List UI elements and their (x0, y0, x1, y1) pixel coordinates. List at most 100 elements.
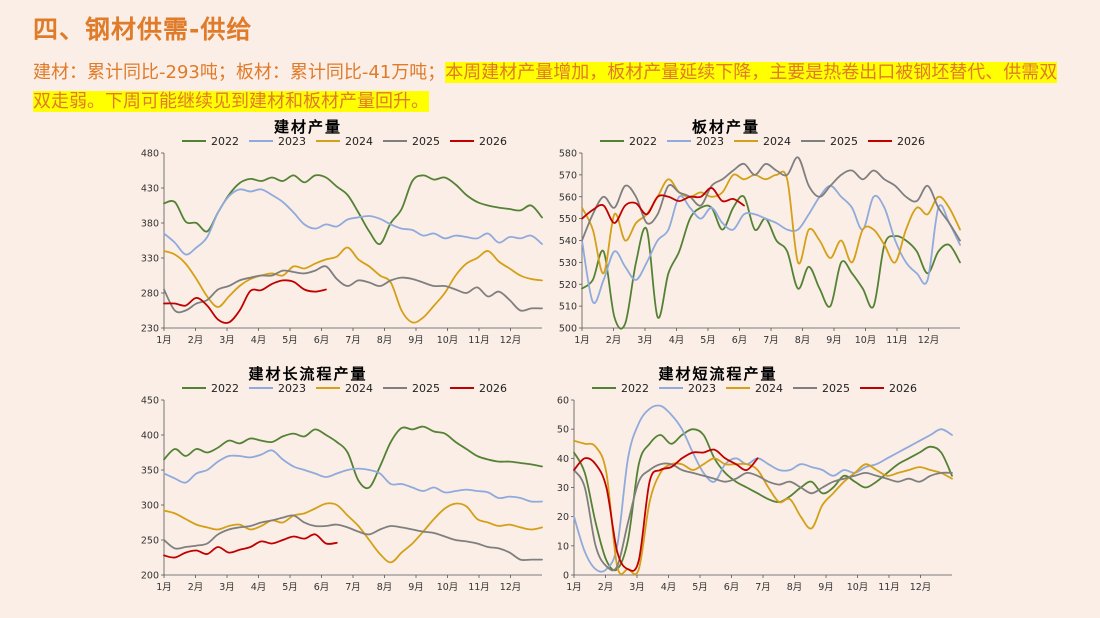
y-tick-label: 530 (559, 258, 577, 269)
y-tick-label: 280 (141, 289, 159, 300)
legend-label-2022: 2022 (621, 382, 649, 395)
chart-rebar-short-process-svg: 建材短流程产量 2022 2023 2024 2025 2026 0 10 20 30 40 50 60… (557, 365, 953, 593)
x-tick-label: 2月 (598, 582, 614, 593)
legend-label-2022: 2022 (211, 382, 239, 395)
x-tick-label: 3月 (219, 335, 235, 346)
x-tick-label: 4月 (251, 335, 267, 346)
x-tick-label: 2月 (606, 335, 622, 346)
y-tick-label: 350 (141, 466, 159, 477)
y-tick-label: 540 (559, 236, 577, 247)
x-tick-label: 10月 (847, 582, 869, 593)
x-tick-label: 7月 (763, 335, 779, 346)
x-tick-label: 3月 (219, 582, 235, 593)
x-tick-label: 9月 (408, 335, 424, 346)
x-tick-label: 5月 (282, 582, 298, 593)
y-tick-label: 430 (141, 184, 159, 195)
x-tick-label: 6月 (732, 335, 748, 346)
y-tick-label: 330 (141, 254, 159, 265)
y-tick-label: 200 (141, 571, 159, 582)
x-tick-label: 5月 (282, 335, 298, 346)
legend-label-2026: 2026 (479, 135, 507, 148)
series-line-2025 (163, 514, 543, 562)
chart-rebar-short-process: 建材短流程产量 2022 2023 2024 2025 2026 0 10 20 30 40 50 60… (540, 365, 970, 597)
series-line-2025 (581, 156, 961, 242)
page-title: 四、钢材供需-供给 (33, 15, 253, 44)
x-tick-label: 3月 (637, 335, 653, 346)
x-tick-label: 1月 (156, 335, 172, 346)
legend-label-2023: 2023 (278, 135, 306, 148)
x-tick-label: 4月 (251, 582, 267, 593)
chart-rebar-output: 建材产量 2022 2023 2024 2025 2026 230 280 330 380 430 4… (130, 118, 560, 350)
y-tick-label: 250 (141, 536, 159, 547)
chart-rebar-long-process: 建材长流程产量 2022 2023 2024 2025 2026 200 250 300 350 4… (130, 365, 560, 597)
chart-rebar-long-process-svg: 建材长流程产量 2022 2023 2024 2025 2026 200 250 300 350 4… (141, 365, 543, 593)
x-tick-label: 7月 (345, 335, 361, 346)
chart-title: 建材长流程产量 (248, 365, 367, 383)
x-tick-label: 8月 (377, 335, 393, 346)
x-tick-label: 2月 (188, 335, 204, 346)
y-tick-label: 380 (141, 219, 159, 230)
y-tick-label: 520 (559, 280, 577, 291)
x-tick-label: 12月 (500, 582, 522, 593)
y-tick-label: 560 (559, 192, 577, 203)
x-tick-label: 3月 (629, 582, 645, 593)
y-tick-label: 40 (557, 454, 569, 465)
y-tick-label: 580 (559, 149, 577, 160)
x-tick-label: 12月 (910, 582, 932, 593)
legend-label-2024: 2024 (345, 382, 373, 395)
series-line-2022 (581, 195, 961, 330)
y-tick-label: 300 (141, 501, 159, 512)
summary-plain: 建材：累计同比-293吨；板材：累计同比-41万吨； (33, 62, 446, 83)
chart-plate-output: 板材产量 2022 2023 2024 2025 2026 500 510 520 530 540 5… (548, 118, 978, 350)
series-line-2022 (573, 428, 953, 572)
y-tick-label: 20 (557, 512, 569, 523)
y-tick-label: 450 (141, 396, 159, 407)
x-tick-label: 1月 (156, 582, 172, 593)
chart-title: 建材产量 (274, 118, 342, 136)
x-tick-label: 4月 (661, 582, 677, 593)
x-tick-label: 9月 (408, 582, 424, 593)
x-tick-label: 1月 (574, 335, 590, 346)
x-tick-label: 10月 (437, 335, 459, 346)
x-tick-label: 8月 (787, 582, 803, 593)
legend-label-2025: 2025 (412, 382, 440, 395)
x-tick-label: 5月 (700, 335, 716, 346)
x-tick-label: 8月 (795, 335, 811, 346)
x-tick-label: 7月 (755, 582, 771, 593)
legend-label-2023: 2023 (278, 382, 306, 395)
x-tick-label: 4月 (669, 335, 685, 346)
y-tick-label: 510 (559, 302, 577, 313)
legend-label-2025: 2025 (412, 135, 440, 148)
x-tick-label: 8月 (377, 582, 393, 593)
chart-title: 板材产量 (692, 118, 760, 136)
legend-label-2024: 2024 (345, 135, 373, 148)
series-line-2023 (163, 449, 543, 503)
x-tick-label: 10月 (855, 335, 877, 346)
series-line-2023 (581, 184, 961, 304)
x-tick-label: 12月 (500, 335, 522, 346)
y-tick-label: 10 (557, 541, 569, 552)
y-tick-label: 480 (141, 149, 159, 160)
x-tick-label: 5月 (692, 582, 708, 593)
y-tick-label: 0 (563, 571, 569, 582)
y-tick-label: 30 (557, 483, 569, 494)
legend-label-2025: 2025 (830, 135, 858, 148)
summary-text: 建材：累计同比-293吨；板材：累计同比-41万吨；本周建材产量增加，板材产量延… (33, 58, 1073, 116)
y-tick-label: 60 (557, 396, 569, 407)
legend-label-2022: 2022 (629, 135, 657, 148)
series-line-2024 (163, 502, 543, 564)
series-line-2025 (163, 265, 543, 314)
x-tick-label: 11月 (468, 582, 490, 593)
x-tick-label: 1月 (566, 582, 582, 593)
series-line-2024 (573, 439, 953, 576)
series-line-2026 (573, 448, 759, 572)
x-tick-label: 11月 (468, 335, 490, 346)
legend-label-2025: 2025 (822, 382, 850, 395)
x-tick-label: 2月 (188, 582, 204, 593)
chart-title: 建材短流程产量 (658, 365, 777, 383)
y-tick-label: 570 (559, 170, 577, 181)
legend-label-2024: 2024 (755, 382, 783, 395)
series-line-2023 (573, 404, 953, 573)
x-tick-label: 6月 (314, 582, 330, 593)
x-tick-label: 7月 (345, 582, 361, 593)
